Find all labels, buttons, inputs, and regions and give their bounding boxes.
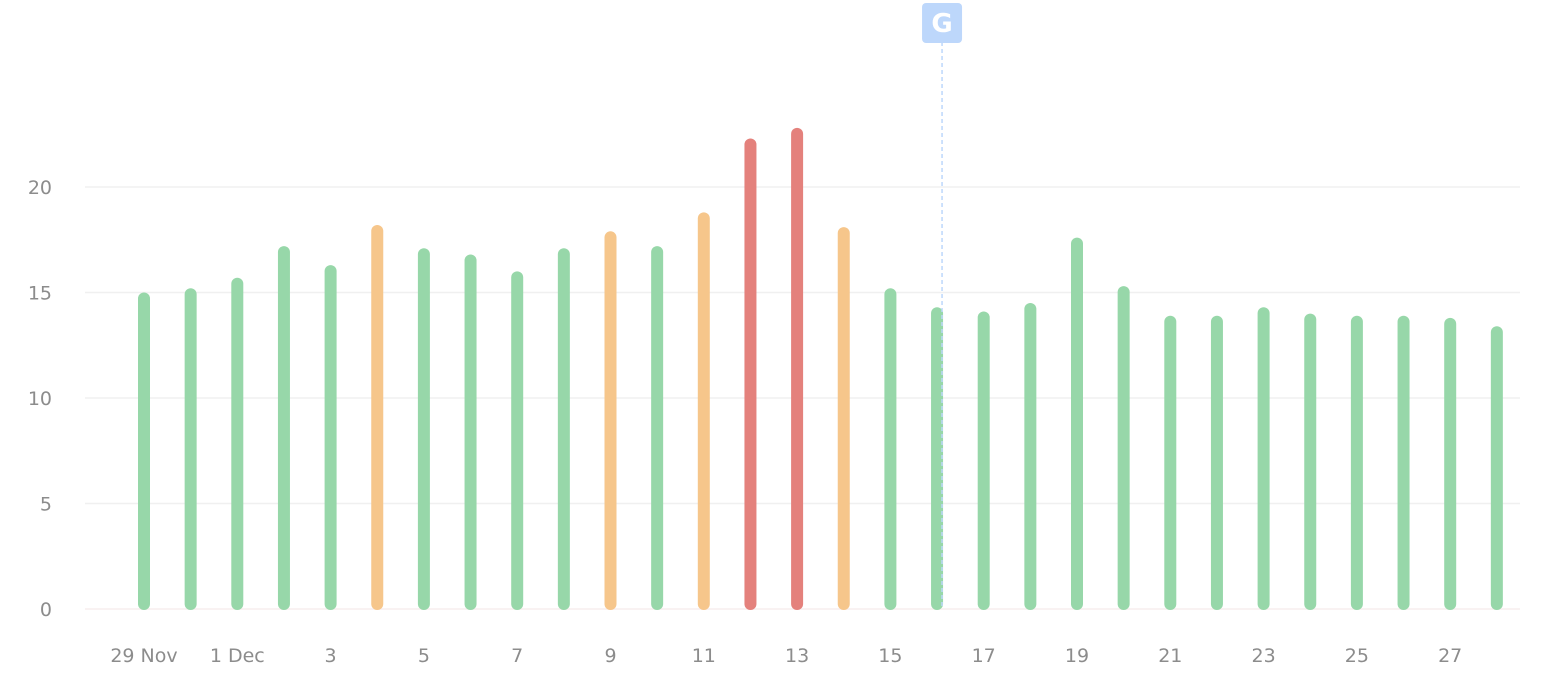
- x-tick-label: 27: [1438, 645, 1462, 667]
- x-tick-label: 11: [692, 645, 716, 667]
- y-tick-label: 15: [28, 283, 52, 305]
- x-tick-label: 25: [1345, 645, 1369, 667]
- x-tick-label: 23: [1252, 645, 1276, 667]
- y-axis: 0 5 10 15 20: [28, 177, 52, 621]
- y-tick-label: 5: [40, 494, 52, 516]
- x-tick-label: 1 Dec: [210, 645, 265, 667]
- y-tick-label: 10: [28, 388, 52, 410]
- x-tick-label: 13: [785, 645, 809, 667]
- google-icon[interactable]: G: [922, 3, 963, 43]
- y-tick-label: 20: [28, 177, 52, 199]
- annotation-badge[interactable]: [922, 3, 963, 43]
- x-tick-label: 15: [878, 645, 902, 667]
- annotations: G: [922, 3, 963, 609]
- annotation-label: G: [931, 9, 952, 39]
- x-tick-label: 17: [972, 645, 996, 667]
- x-tick-label: 19: [1065, 645, 1089, 667]
- x-tick-label: 5: [418, 645, 430, 667]
- x-tick-label: 7: [511, 645, 523, 667]
- x-tick-label: 9: [604, 645, 616, 667]
- bars: [138, 127, 1503, 610]
- x-axis: 29 Nov 1 Dec 3 5 7 9 11 13 15 17 19 21 23 25 27: [110, 645, 1462, 667]
- y-tick-label: 0: [40, 599, 52, 621]
- x-tick-label: 3: [325, 645, 337, 667]
- x-tick-label: 21: [1158, 645, 1182, 667]
- x-tick-label: 29 Nov: [110, 645, 177, 667]
